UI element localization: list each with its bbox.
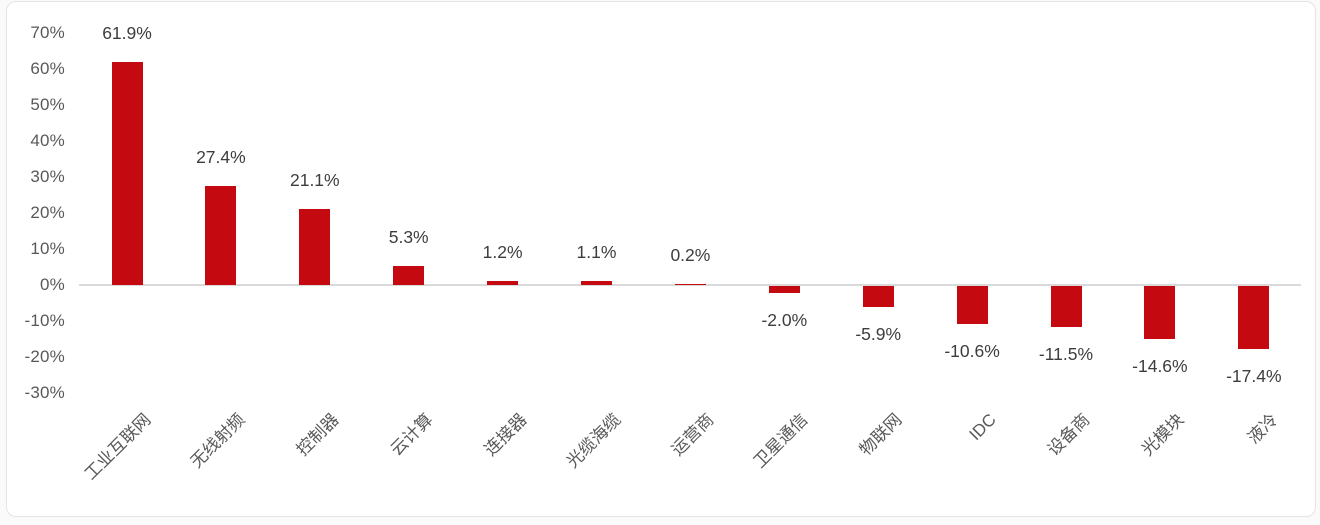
- x-axis-category-label: 无线射频: [186, 410, 249, 472]
- bar-控制器: [299, 209, 331, 285]
- bar-运营商: [674, 284, 706, 285]
- y-axis-tick-label: 70%: [30, 23, 65, 42]
- bar-光模块: [1144, 286, 1176, 339]
- x-axis-category-label: 控制器: [292, 410, 343, 460]
- bar-value-label: 5.3%: [388, 226, 429, 247]
- bar-value-label: -2.0%: [761, 310, 808, 331]
- chart-card: 70% 60% 50% 40% 30% 20% 10% 0% -10% -20% -30% 61.9%…: [6, 1, 1316, 517]
- x-axis-category-label: 连接器: [480, 410, 531, 460]
- x-axis-category-label: 液冷: [1243, 410, 1282, 448]
- bar-无线射频: [205, 186, 237, 285]
- plot-area: 70% 60% 50% 40% 30% 20% 10% 0% -10% -20% -30% 61.9%…: [7, 2, 1315, 516]
- y-axis-tick-label: 10%: [30, 239, 65, 258]
- bar-工业互联网: [111, 62, 143, 285]
- x-axis-category-label: IDC: [965, 410, 1000, 445]
- x-axis-category-label: 卫星通信: [750, 410, 812, 472]
- x-axis-category-label: 设备商: [1043, 410, 1094, 460]
- y-axis-tick-label: -10%: [24, 311, 65, 330]
- y-axis-tick-label: 50%: [30, 95, 65, 114]
- bar-value-label: -10.6%: [944, 341, 1000, 362]
- bar-连接器: [487, 280, 519, 285]
- bar-value-label: 1.2%: [482, 241, 523, 262]
- bar-value-label: 27.4%: [196, 147, 246, 168]
- y-axis-tick-label: 40%: [30, 131, 65, 150]
- x-axis-category-label: 光模块: [1137, 410, 1188, 460]
- x-axis-category-label: 云计算: [386, 410, 437, 460]
- bar-云计算: [393, 265, 425, 285]
- bar-value-label: 0.2%: [670, 245, 711, 265]
- y-axis-tick-label: 60%: [30, 59, 65, 78]
- y-axis-tick-label: 20%: [30, 203, 65, 222]
- bar-value-label: 61.9%: [102, 23, 152, 44]
- bar-value-label: 1.1%: [576, 242, 617, 263]
- y-axis-tick-label: -20%: [24, 347, 65, 366]
- y-axis-tick-label: -30%: [24, 383, 65, 402]
- y-axis-tick-label: 0%: [40, 275, 65, 294]
- bar-value-label: -17.4%: [1226, 365, 1282, 386]
- x-axis-category-label: 工业互联网: [80, 410, 155, 484]
- bar-value-label: 21.1%: [289, 170, 340, 191]
- x-axis-category-label: 光缆海缆: [562, 410, 624, 472]
- x-axis-line: [79, 284, 1301, 286]
- x-axis-category-label: 运营商: [668, 410, 718, 460]
- bar-设备商: [1050, 286, 1082, 328]
- bar-value-label: -14.6%: [1132, 355, 1188, 376]
- bar-液冷: [1238, 286, 1270, 349]
- bar-光缆海缆: [581, 281, 612, 285]
- x-axis-category-label: 物联网: [856, 410, 906, 460]
- y-axis-tick-label: 30%: [30, 167, 65, 186]
- bar-value-label: -11.5%: [1038, 344, 1094, 365]
- bar-物联网: [862, 286, 894, 308]
- bar-value-label: -5.9%: [855, 324, 902, 345]
- bar-IDC: [956, 286, 988, 325]
- bar-卫星通信: [768, 286, 800, 294]
